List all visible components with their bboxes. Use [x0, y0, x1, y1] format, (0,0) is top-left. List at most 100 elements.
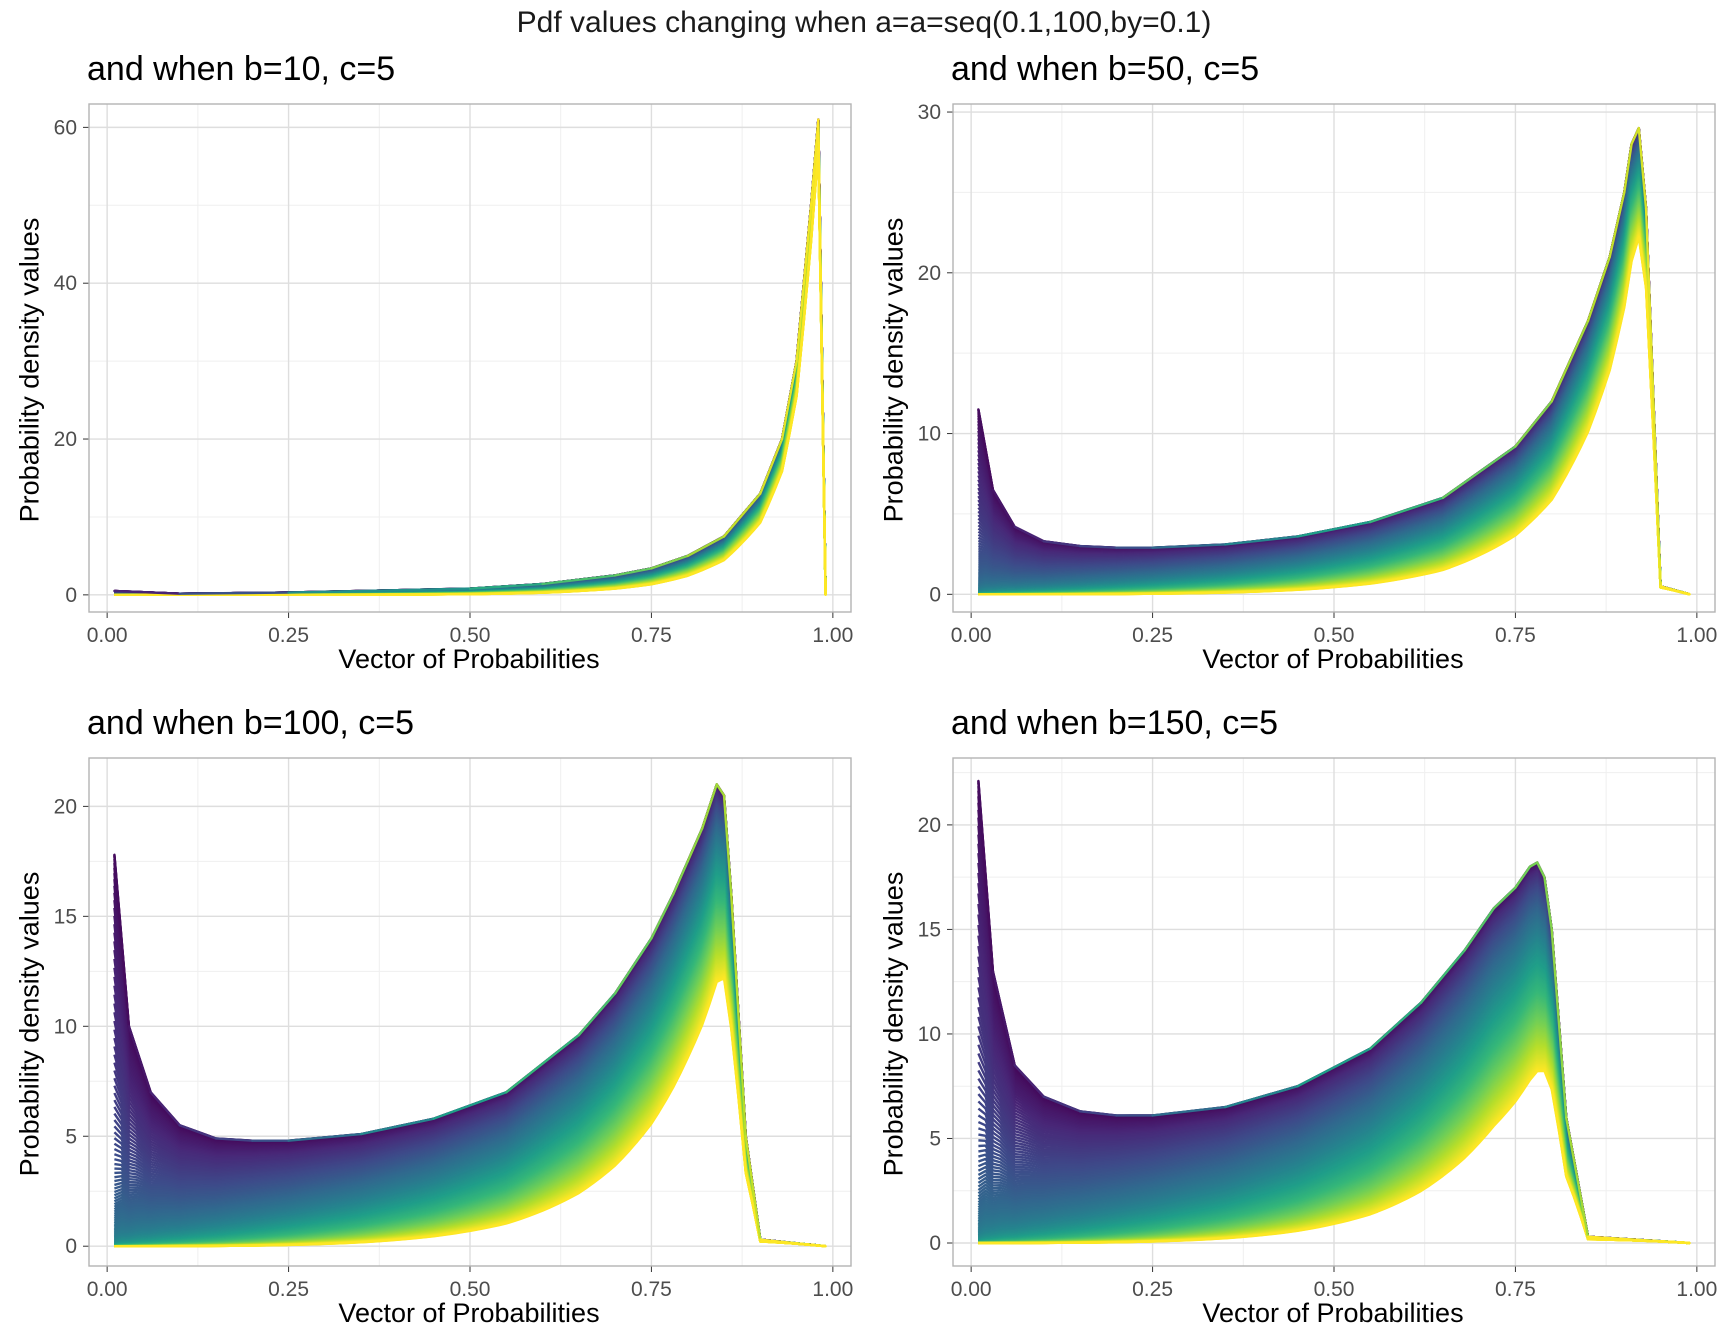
density-envelope-segment	[1630, 126, 1640, 146]
density-envelope-segment	[1369, 496, 1445, 524]
density-envelope-segment	[722, 492, 762, 538]
y-tick-label: 10	[918, 423, 941, 446]
panel-title: and when b=100, c=5	[87, 704, 415, 742]
x-tick-label: 0.00	[87, 624, 128, 647]
density-envelope-segment	[1528, 861, 1539, 868]
panel-border	[88, 757, 852, 1267]
density-envelope-segment	[113, 853, 131, 1028]
density-envelope-segment	[977, 408, 995, 492]
density-envelope-segment	[1013, 525, 1045, 543]
panel-b10: and when b=10, c=5 0.00 0.25 0.50 0.75 1.00 0…	[0, 0, 864, 674]
x-tick-label: 0.50	[450, 1278, 491, 1301]
y-tick-label: 15	[918, 918, 941, 941]
x-tick-label: 1.00	[1676, 624, 1717, 647]
x-tick-label: 0.00	[951, 624, 992, 647]
density-envelope-segment	[744, 1135, 762, 1241]
x-axis-label: Vector of Probabilities	[1202, 1298, 1464, 1328]
y-axis-label: Probability density values	[14, 871, 45, 1177]
x-tick-label: 0.25	[1132, 1278, 1173, 1301]
density-envelope-segment	[1296, 1047, 1372, 1088]
x-tick-label: 1.00	[812, 624, 853, 647]
y-tick-label: 60	[54, 116, 77, 139]
density-curves	[113, 783, 827, 1248]
panel-b150: and when b=150, c=5 0.00 0.25 0.50 0.75 1.00…	[864, 654, 1728, 1328]
panel-b50: and when b=50, c=5 0.00 0.25 0.50 0.75 1.00 0…	[864, 0, 1728, 674]
density-envelope-segment	[1514, 865, 1532, 889]
y-axis-label: Probability density values	[878, 217, 909, 523]
x-tick-label: 0.75	[631, 1278, 672, 1301]
density-envelope-segment	[780, 359, 798, 441]
density-envelope-segment	[1659, 585, 1691, 596]
panel-border	[88, 103, 852, 613]
density-envelope-segment	[1441, 445, 1517, 500]
density-envelope-segment	[1543, 875, 1553, 931]
x-tick-label: 0.75	[1495, 1278, 1536, 1301]
density-envelope-segment	[759, 437, 784, 495]
panel-border	[952, 757, 1716, 1267]
y-tick-label: 0	[929, 1232, 941, 1255]
density-envelope-segment	[1586, 1235, 1691, 1245]
density-envelope-segment	[1151, 543, 1227, 549]
density-envelope-segment	[1637, 126, 1648, 210]
density-envelope-segment	[650, 554, 689, 570]
x-tick-label: 1.00	[1676, 1278, 1717, 1301]
density-envelope-segment	[613, 567, 653, 577]
density-envelope-segment	[759, 1238, 827, 1248]
x-tick-label: 0.50	[1314, 624, 1355, 647]
y-tick-label: 0	[929, 583, 941, 606]
density-envelope-segment	[577, 992, 617, 1037]
x-tick-label: 1.00	[812, 1278, 853, 1301]
density-envelope-segment	[1013, 1064, 1045, 1098]
density-envelope-segment	[809, 118, 820, 207]
x-tick-label: 0.00	[951, 1278, 992, 1301]
density-envelope-segment	[1078, 1110, 1118, 1117]
y-axis-label: Probability density values	[878, 871, 909, 1177]
density-envelope-segment	[715, 783, 726, 797]
density-envelope-segment	[672, 860, 689, 896]
density-envelope-segment	[991, 970, 1016, 1067]
density-envelope-segment	[505, 1033, 581, 1094]
density-envelope-segment	[802, 204, 813, 285]
density-envelope-segment	[1296, 520, 1372, 538]
density-envelope-segment	[1608, 191, 1626, 258]
density-envelope-segment	[1565, 1116, 1590, 1238]
density-envelope-segment	[1536, 861, 1546, 879]
x-tick-label: 0.75	[1495, 624, 1536, 647]
density-curve	[978, 1069, 1690, 1245]
y-tick-label: 10	[918, 1023, 941, 1046]
density-envelope-segment	[991, 488, 1016, 528]
density-envelope-segment	[1492, 886, 1517, 910]
y-tick-label: 40	[54, 272, 77, 295]
y-tick-label: 15	[54, 905, 77, 928]
density-envelope-segment	[1550, 928, 1568, 1119]
density-envelope-segment	[149, 1091, 181, 1127]
x-tick-label: 0.25	[268, 1278, 309, 1301]
density-envelope-segment	[1644, 207, 1662, 588]
panel-title: and when b=10, c=5	[87, 50, 396, 88]
density-envelope-segment	[1419, 949, 1466, 1004]
y-tick-label: 0	[65, 1235, 77, 1258]
density-envelope-segment	[686, 535, 726, 558]
density-envelope-segment	[1223, 535, 1299, 546]
y-tick-label: 5	[65, 1125, 77, 1148]
density-envelope-segment	[977, 779, 995, 973]
density-envelope-segment	[1463, 907, 1495, 952]
y-tick-label: 20	[54, 795, 77, 818]
figure-title: Pdf values changing when a=a=seq(0.1,100…	[516, 6, 1212, 39]
y-tick-label: 20	[918, 814, 941, 837]
density-envelope-segment	[701, 783, 718, 830]
density-envelope-segment	[1586, 255, 1611, 323]
density-envelope-segment	[359, 1117, 435, 1136]
density-envelope-segment	[1223, 1085, 1299, 1109]
density-envelope-segment	[613, 937, 653, 995]
density-envelope-segment	[1078, 544, 1118, 549]
density-envelope-segment	[541, 574, 617, 586]
y-tick-label: 20	[54, 428, 77, 451]
y-tick-label: 5	[929, 1127, 941, 1150]
density-envelope-segment	[722, 794, 733, 896]
density-curve	[978, 236, 1690, 596]
density-envelope-segment	[1042, 1095, 1082, 1113]
density-curves	[977, 126, 1691, 596]
y-tick-label: 0	[65, 584, 77, 607]
density-envelope-segment	[795, 282, 806, 363]
